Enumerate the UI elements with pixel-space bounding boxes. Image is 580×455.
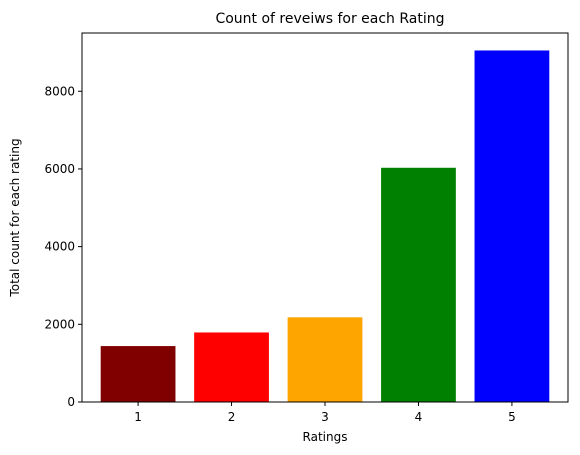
bar-rating-1	[100, 346, 176, 402]
x-tick-label: 2	[228, 410, 236, 424]
bar-rating-3	[287, 317, 363, 402]
y-tick-label: 4000	[44, 240, 75, 254]
y-tick-label: 8000	[44, 84, 75, 98]
chart-title: Count of reveiws for each Rating	[215, 11, 444, 27]
x-tick-label: 5	[508, 410, 516, 424]
y-tick-label: 6000	[44, 162, 75, 176]
x-axis-label: Ratings	[303, 430, 348, 444]
y-axis-label: Total count for each rating	[8, 138, 22, 297]
x-tick-label: 1	[134, 410, 142, 424]
y-axis-ticks: 0 2000 4000 6000 8000	[44, 84, 82, 409]
plot-frame	[81, 32, 569, 403]
x-tick-label: 3	[321, 410, 329, 424]
x-tick-label: 4	[415, 410, 423, 424]
x-axis-ticks: 1 2 3 4 5	[134, 402, 516, 424]
bars-group	[100, 50, 550, 403]
bar-rating-4	[381, 167, 456, 402]
bar-rating-5	[474, 50, 550, 403]
y-tick-label: 0	[67, 395, 75, 409]
bar-rating-2	[194, 332, 269, 402]
y-tick-label: 2000	[44, 317, 75, 331]
